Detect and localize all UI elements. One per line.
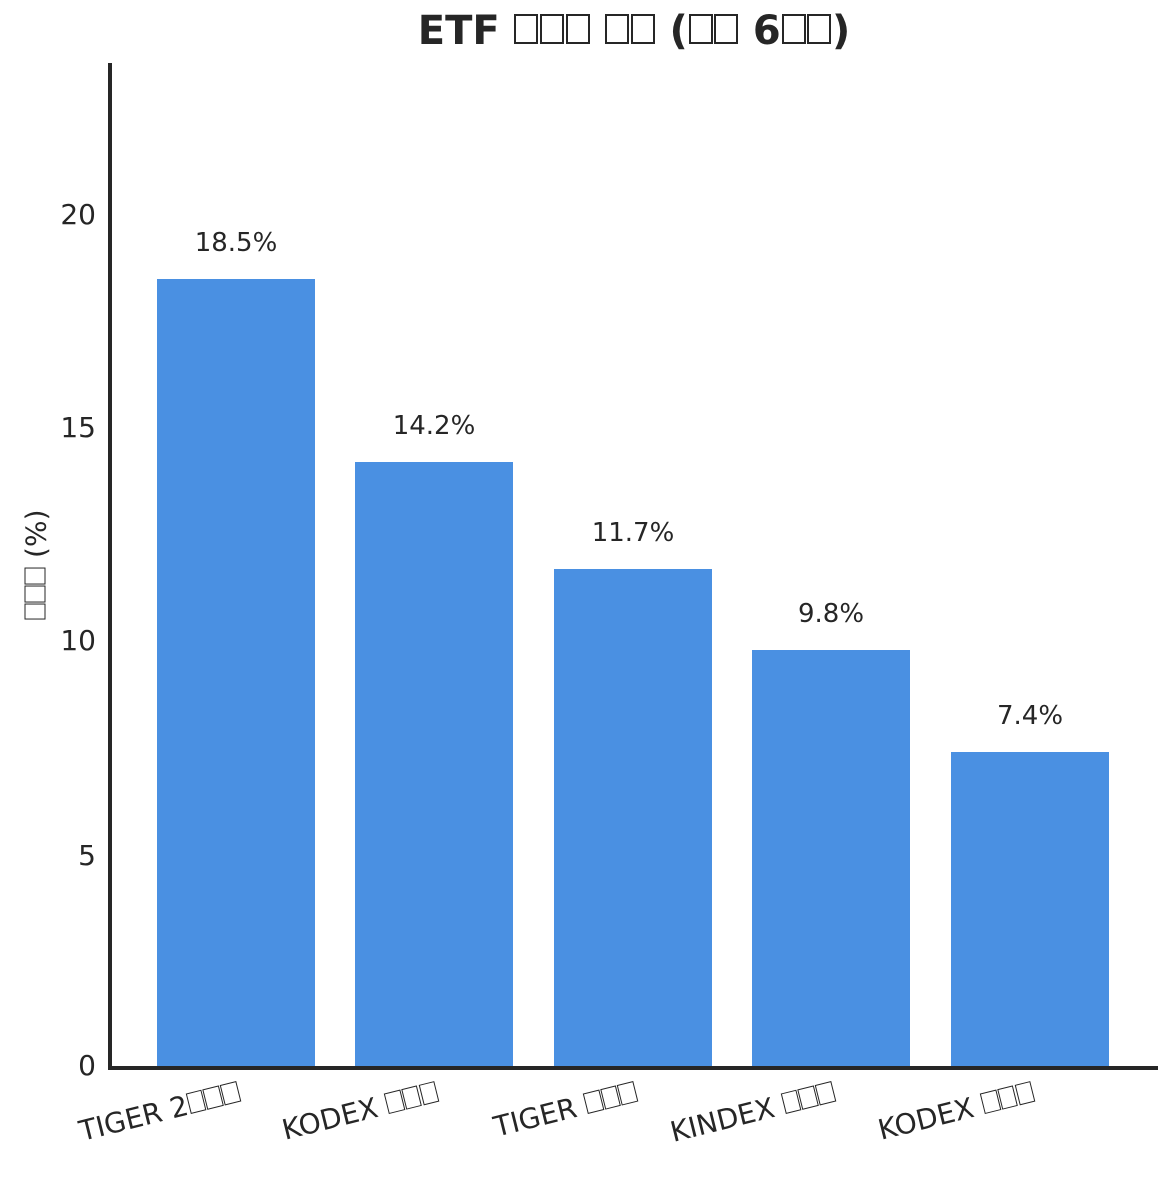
y-axis-label: (%) bbox=[20, 509, 53, 620]
y-tick-label-20: 20 bbox=[60, 198, 96, 231]
x-tick-label: TIGER bbox=[491, 1076, 641, 1144]
bar-value-label: 7.4% bbox=[996, 701, 1064, 731]
bar-value-label: 11.7% bbox=[591, 518, 675, 548]
y-tick-label-10: 10 bbox=[60, 624, 96, 657]
x-axis-spine bbox=[108, 1066, 1158, 1070]
bar-tiger-2x bbox=[157, 279, 315, 1066]
bar-kodex-2 bbox=[951, 752, 1109, 1066]
bar-kindex bbox=[752, 650, 910, 1066]
y-tick-label-0: 0 bbox=[78, 1049, 96, 1082]
x-tick-label: KINDEX bbox=[667, 1076, 839, 1149]
x-tick-label: TIGER 2 bbox=[76, 1076, 244, 1148]
bar-value-label: 9.8% bbox=[797, 599, 865, 629]
y-tick-label-15: 15 bbox=[60, 411, 96, 444]
y-tick-label-5: 5 bbox=[78, 839, 96, 872]
chart-title: ETF ( 6) bbox=[417, 8, 851, 54]
x-tick-label: KODEX bbox=[279, 1076, 442, 1147]
bar-tiger bbox=[554, 569, 712, 1066]
x-tick-label: KODEX bbox=[875, 1076, 1038, 1147]
bar-kodex-1 bbox=[355, 462, 513, 1066]
y-axis-spine bbox=[108, 63, 112, 1070]
bar-value-label: 18.5% bbox=[194, 228, 278, 258]
bar-value-label: 14.2% bbox=[392, 411, 476, 441]
